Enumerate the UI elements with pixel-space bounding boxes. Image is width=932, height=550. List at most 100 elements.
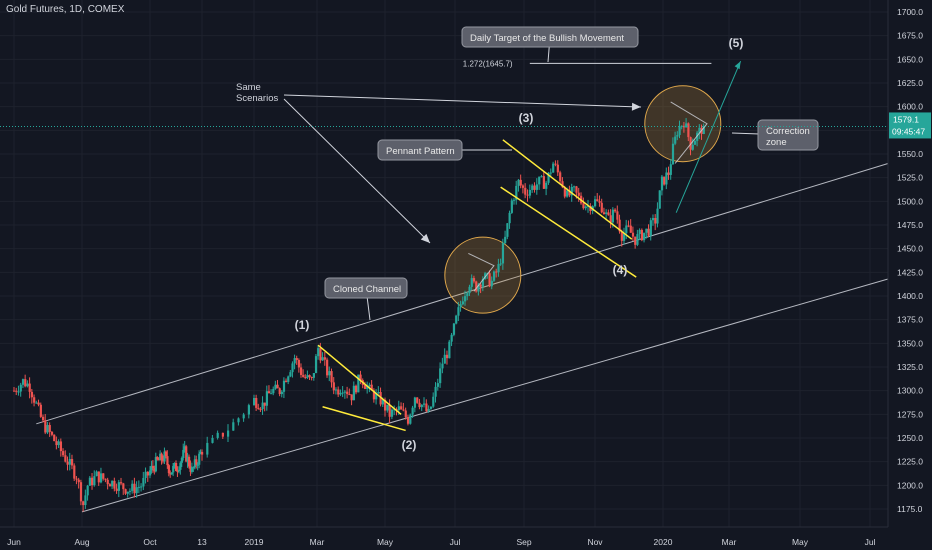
candle-down: [169, 473, 172, 475]
candle-up: [232, 422, 235, 431]
candle-up: [510, 200, 513, 213]
candle-up: [671, 143, 675, 165]
candle-up: [432, 396, 435, 407]
same-scenarios-arrow-lower: [283, 98, 431, 244]
candle-up: [490, 280, 493, 287]
candle-up: [570, 186, 573, 196]
candle-down: [359, 374, 362, 381]
candle-down: [66, 461, 69, 465]
price-axis-tick-label: 1450.0: [897, 244, 923, 254]
candle-down: [48, 425, 51, 432]
candle-down: [634, 236, 637, 245]
candle-up: [198, 453, 201, 465]
candle-up: [436, 383, 439, 387]
candle-up: [270, 393, 273, 395]
symbol-title: Gold Futures, 1D, COMEX: [6, 4, 125, 15]
projection-arrowhead: [734, 61, 741, 70]
candle-down: [37, 402, 40, 405]
candle-up: [216, 432, 219, 438]
candle-down: [472, 278, 476, 282]
candle-up: [477, 284, 480, 292]
candle-up: [321, 357, 324, 361]
candle-up: [131, 483, 134, 491]
candle-up: [517, 179, 520, 186]
pattern-trendline: [500, 186, 637, 278]
price-axis-tick-label: 1500.0: [897, 196, 923, 206]
candle-down: [620, 231, 623, 241]
candle-down: [164, 451, 168, 457]
time-axis-tick-label: 13: [197, 537, 207, 547]
candle-down: [108, 484, 112, 487]
candle-up: [538, 176, 541, 185]
candle-down: [406, 417, 410, 424]
candle-down: [663, 176, 666, 185]
candle-down: [600, 202, 603, 213]
candle-up: [339, 392, 342, 395]
candle-down: [445, 354, 449, 359]
candle-up: [512, 199, 516, 201]
candle-down: [355, 385, 358, 393]
candle-down: [82, 501, 85, 506]
wave-label: (3): [519, 111, 534, 125]
candle-up: [636, 234, 639, 245]
correction-callout-text: Correction: [766, 126, 810, 137]
candle-down: [475, 281, 478, 292]
candle-down: [598, 201, 601, 203]
candle-up: [669, 164, 672, 175]
pennant-highlight-circle: [644, 85, 722, 163]
candle-down: [285, 380, 288, 382]
candle-up: [470, 278, 473, 287]
candle-up: [154, 457, 157, 472]
price-axis-tick-label: 1525.0: [897, 173, 923, 183]
daily-target-callout-box: [461, 26, 639, 48]
candle-down: [115, 488, 118, 491]
candle-up: [420, 404, 423, 408]
candle-down: [188, 456, 191, 467]
candle-down: [640, 229, 644, 241]
price-axis-tick-label: 1350.0: [897, 338, 923, 348]
candle-up: [455, 315, 458, 324]
wave-label: (2): [402, 438, 417, 452]
candle-down: [91, 477, 94, 486]
candle-up: [413, 397, 417, 408]
candle-down: [295, 358, 298, 360]
price-axis-tick-label: 1400.0: [897, 291, 923, 301]
candle-up: [573, 186, 576, 188]
candle-up: [481, 278, 485, 287]
pennant-highlight-circle: [444, 236, 522, 314]
candle-up: [622, 233, 626, 241]
candle-down: [255, 398, 258, 408]
candle-down: [524, 187, 527, 195]
candle-up: [126, 491, 129, 494]
candle-down: [133, 483, 136, 494]
time-axis-tick-label: Nov: [587, 537, 603, 547]
candle-down: [402, 409, 405, 411]
candle-up: [611, 209, 615, 223]
time-axis-background: [0, 527, 888, 550]
candle-up: [280, 391, 283, 395]
candle-down: [627, 225, 630, 227]
time-axis-tick-label: 2020: [654, 537, 673, 547]
candle-up: [393, 409, 396, 411]
candle-down: [308, 375, 311, 377]
candle-up: [93, 476, 96, 486]
candle-up: [242, 414, 245, 419]
candle-up: [549, 172, 552, 174]
candle-up: [439, 368, 442, 384]
candle-down: [102, 473, 105, 479]
candle-up: [566, 190, 569, 197]
candle-down: [28, 383, 31, 392]
candle-up: [68, 459, 71, 465]
candle-up: [314, 356, 318, 374]
price-axis-tick-label: 1250.0: [897, 433, 923, 443]
candle-down: [189, 466, 192, 472]
candle-up: [678, 126, 681, 136]
candle-up: [170, 472, 173, 475]
channel-upper-line: [36, 162, 889, 425]
candle-down: [425, 403, 428, 412]
candle-up: [17, 391, 20, 393]
price-axis-tick-label: 1700.0: [897, 7, 923, 17]
candle-up: [645, 228, 648, 233]
candle-down: [488, 273, 491, 287]
